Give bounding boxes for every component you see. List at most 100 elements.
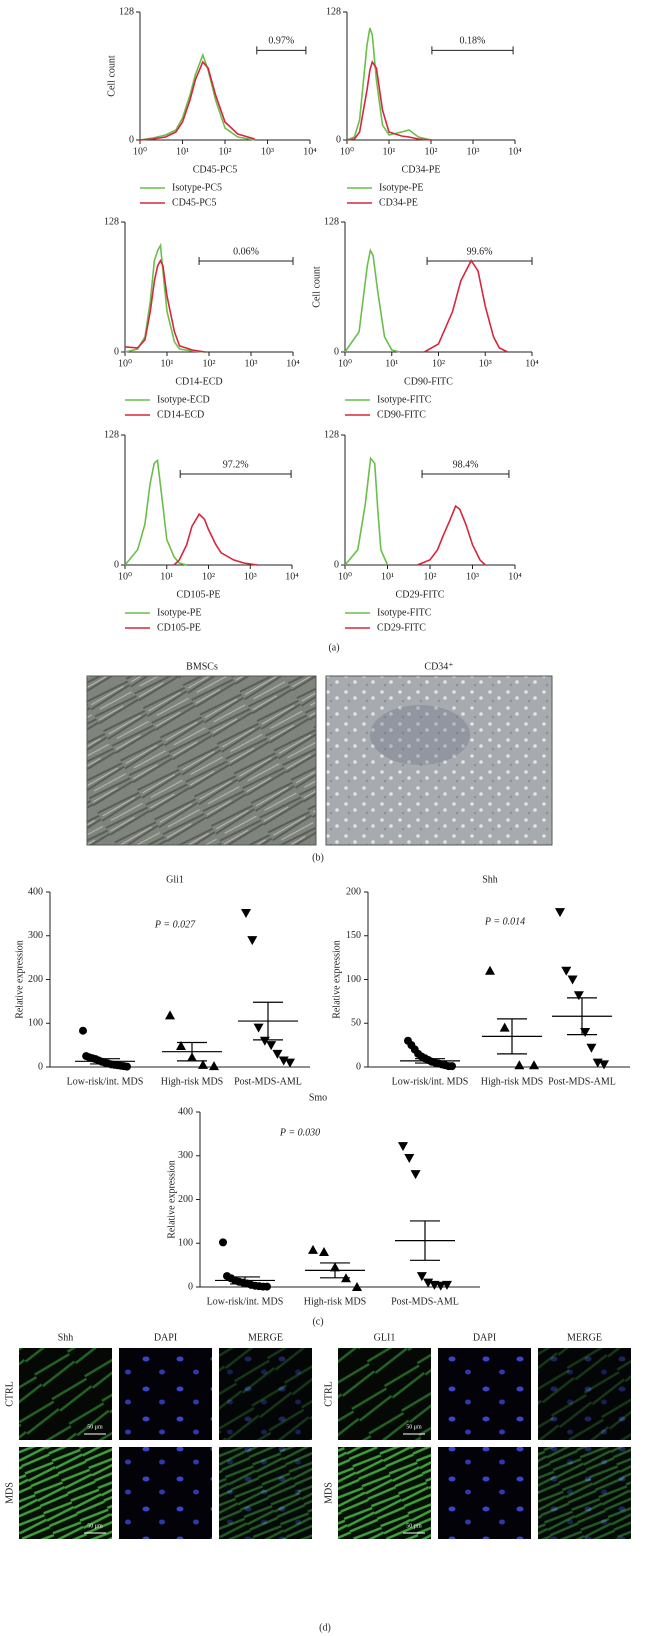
column-label: MERGE: [567, 1332, 602, 1343]
y-axis-label: Cell count: [106, 55, 117, 97]
data-point: [209, 1061, 219, 1071]
x-tick-label: 10²: [219, 146, 232, 157]
nuclei-overlay: [538, 1348, 631, 1440]
data-point: [285, 1058, 295, 1068]
data-point: [79, 1026, 87, 1035]
fluorescence-image: [338, 1447, 431, 1539]
chart-title: Shh: [482, 874, 498, 885]
histogram-curve: [346, 27, 432, 141]
y-tick-label: 200: [178, 1194, 193, 1205]
x-tick-label: Post-MDS-AML: [234, 1076, 302, 1087]
y-tick-label: 128: [324, 216, 339, 227]
y-tick-label: 128: [104, 429, 119, 440]
x-tick-label: Low-risk/int. MDS: [392, 1076, 469, 1087]
data-point: [272, 1049, 283, 1059]
data-point: [247, 936, 258, 946]
legend-label: Isotype-ECD: [157, 394, 210, 405]
column-label: DAPI: [154, 1332, 177, 1343]
x-tick-label: 10³: [467, 146, 480, 157]
data-point: [398, 1142, 408, 1152]
column-label: MERGE: [248, 1332, 283, 1343]
panel-label: (c): [312, 1316, 323, 1327]
data-point: [448, 1062, 456, 1071]
x-tick-label: 10⁴: [525, 358, 539, 369]
histogram-curve: [344, 456, 389, 566]
gate-label: 0.97%: [268, 36, 294, 47]
p-value: P = 0.030: [279, 1127, 320, 1138]
x-tick-label: 10³: [245, 358, 258, 369]
cd34-image: [325, 675, 553, 846]
column-label: Shh: [58, 1332, 74, 1343]
x-tick-label: 10⁴: [286, 358, 300, 369]
data-point: [567, 975, 578, 985]
error-bar: [90, 1058, 120, 1065]
x-tick-label: 10³: [466, 571, 479, 582]
data-point: [308, 1244, 318, 1254]
y-tick-label: 128: [326, 6, 341, 17]
legend-label: CD45-PC5: [172, 197, 216, 208]
y-axis-label: Relative expression: [166, 1160, 177, 1239]
y-tick-label: 50: [351, 1018, 361, 1029]
fluorescence-image: [438, 1447, 531, 1539]
x-tick-label: Post-MDS-AML: [391, 1296, 459, 1307]
x-tick-label: 10⁴: [508, 571, 522, 582]
y-tick-label: 200: [28, 974, 43, 985]
y-tick-label: 100: [178, 1238, 193, 1249]
scale-bar-label: 50 μm: [87, 1523, 103, 1529]
y-tick-label: 0: [129, 134, 134, 145]
scale-bar-label: 50 μm: [406, 1424, 422, 1430]
chart-title: Smo: [309, 1092, 327, 1103]
x-axis-label: CD45-PC5: [193, 164, 237, 175]
legend-label: CD29-FITC: [377, 622, 426, 633]
error-bar: [253, 1001, 283, 1041]
x-tick-label: 10¹: [381, 571, 394, 582]
x-axis-label: CD90-FITC: [404, 376, 453, 387]
data-point: [253, 1023, 264, 1033]
y-tick-label: 0: [336, 134, 341, 145]
y-tick-label: 150: [346, 930, 361, 941]
y-tick-label: 100: [346, 974, 361, 985]
x-tick-label: High-risk MDS: [161, 1076, 224, 1087]
gate-label: 0.18%: [460, 36, 486, 47]
error-bar: [230, 1276, 260, 1285]
histogram-curve: [124, 258, 206, 353]
x-axis-label: CD105-PE: [177, 589, 221, 600]
y-tick-label: 128: [119, 6, 134, 17]
micrograph-panel: BMSCs CD34⁺: [86, 661, 553, 846]
x-tick-label: 10²: [203, 358, 216, 369]
y-tick-label: 0: [38, 1061, 43, 1072]
data-point: [352, 1282, 362, 1291]
gate-label: 97.2%: [223, 459, 249, 470]
x-tick-label: Low-risk/int. MDS: [67, 1076, 144, 1087]
bmsc-image: [86, 675, 317, 846]
x-tick-label: Low-risk/int. MDS: [207, 1296, 284, 1307]
data-point: [485, 965, 495, 975]
legend-label: Isotype-FITC: [377, 607, 432, 618]
data-point: [219, 1238, 227, 1247]
x-tick-label: 10¹: [383, 146, 396, 157]
x-tick-label: 10⁰: [340, 146, 354, 157]
x-tick-label: 10⁰: [338, 358, 352, 369]
legend-label: Isotype-PC5: [172, 182, 222, 193]
legend-label: CD105-PE: [157, 622, 201, 633]
y-tick-label: 300: [178, 1150, 193, 1161]
x-tick-label: 10²: [202, 571, 215, 582]
gate: [198, 257, 294, 265]
fluorescence-image: [119, 1447, 212, 1539]
data-point: [586, 1043, 597, 1053]
histogram-curve: [139, 60, 255, 141]
data-point: [410, 1170, 421, 1180]
histogram-curve: [346, 60, 432, 141]
fluorescence-image: [19, 1447, 112, 1539]
x-tick-label: Post-MDS-AML: [548, 1076, 616, 1087]
legend-label: CD14-ECD: [157, 409, 204, 420]
error-bar: [497, 1018, 527, 1055]
gate: [426, 257, 533, 265]
nuclei-overlay: [219, 1348, 312, 1440]
x-tick-label: 10¹: [161, 358, 174, 369]
fluorescence-image: [338, 1348, 431, 1440]
gate-label: 99.6%: [467, 246, 493, 257]
data-point: [435, 1281, 446, 1291]
data-point: [555, 908, 565, 918]
